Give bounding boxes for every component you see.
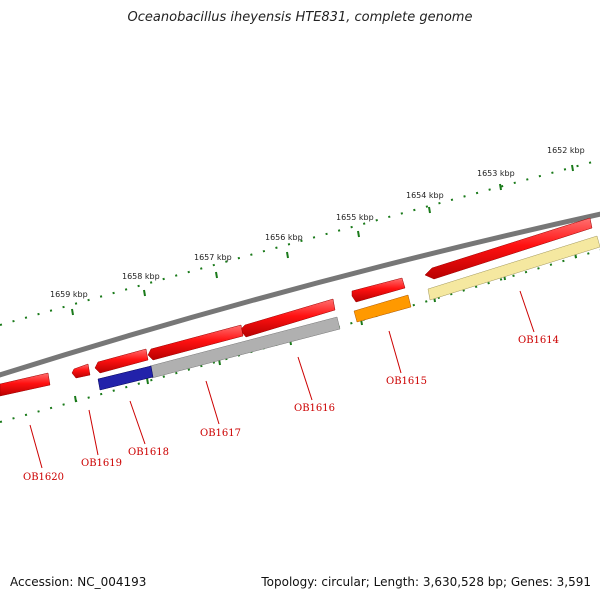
gene-OB1620[interactable]: OB1620 (0, 372, 64, 483)
kbp-label-1658: 1658 kbp (122, 272, 160, 281)
gene-OB1619[interactable]: OB1619 (71, 363, 122, 469)
gene-label-OB1615: OB1615 (386, 376, 427, 387)
gene-OB1616[interactable]: OB1616 (149, 298, 341, 414)
kbp-label-1652: 1652 kbp (547, 146, 585, 155)
upper-major-ticks (71, 164, 574, 316)
genome-backbone (0, 211, 600, 378)
kbp-label-1653: 1653 kbp (477, 169, 515, 178)
kbp-label-1659: 1659 kbp (50, 290, 88, 299)
gene-OB1614[interactable]: OB1614 (424, 217, 600, 346)
gene-label-OB1614: OB1614 (518, 335, 559, 346)
kbp-label-1657: 1657 kbp (194, 253, 232, 262)
kbp-label-1655: 1655 kbp (336, 213, 374, 222)
gene-label-OB1616: OB1616 (294, 403, 335, 414)
kbp-label-1654: 1654 kbp (406, 191, 444, 200)
gene-label-OB1620: OB1620 (23, 472, 64, 483)
gene-label-OB1618: OB1618 (128, 447, 169, 458)
upper-tick-ring (0, 159, 600, 326)
genome-title: Oceanobacillus iheyensis HTE831, complet… (127, 10, 473, 25)
kbp-label-1656: 1656 kbp (265, 233, 303, 242)
gene-OB1618[interactable]: OB1618 (94, 348, 169, 458)
gene-OB1615[interactable]: OB1615 (351, 277, 427, 387)
gene-label-OB1619: OB1619 (81, 458, 122, 469)
accession-text: Accession: NC_004193 (10, 575, 147, 589)
topology-text: Topology: circular; Length: 3,630,528 bp… (261, 575, 591, 589)
gene-label-OB1617: OB1617 (200, 428, 241, 439)
gene-OB1617[interactable]: OB1617 (147, 324, 244, 439)
